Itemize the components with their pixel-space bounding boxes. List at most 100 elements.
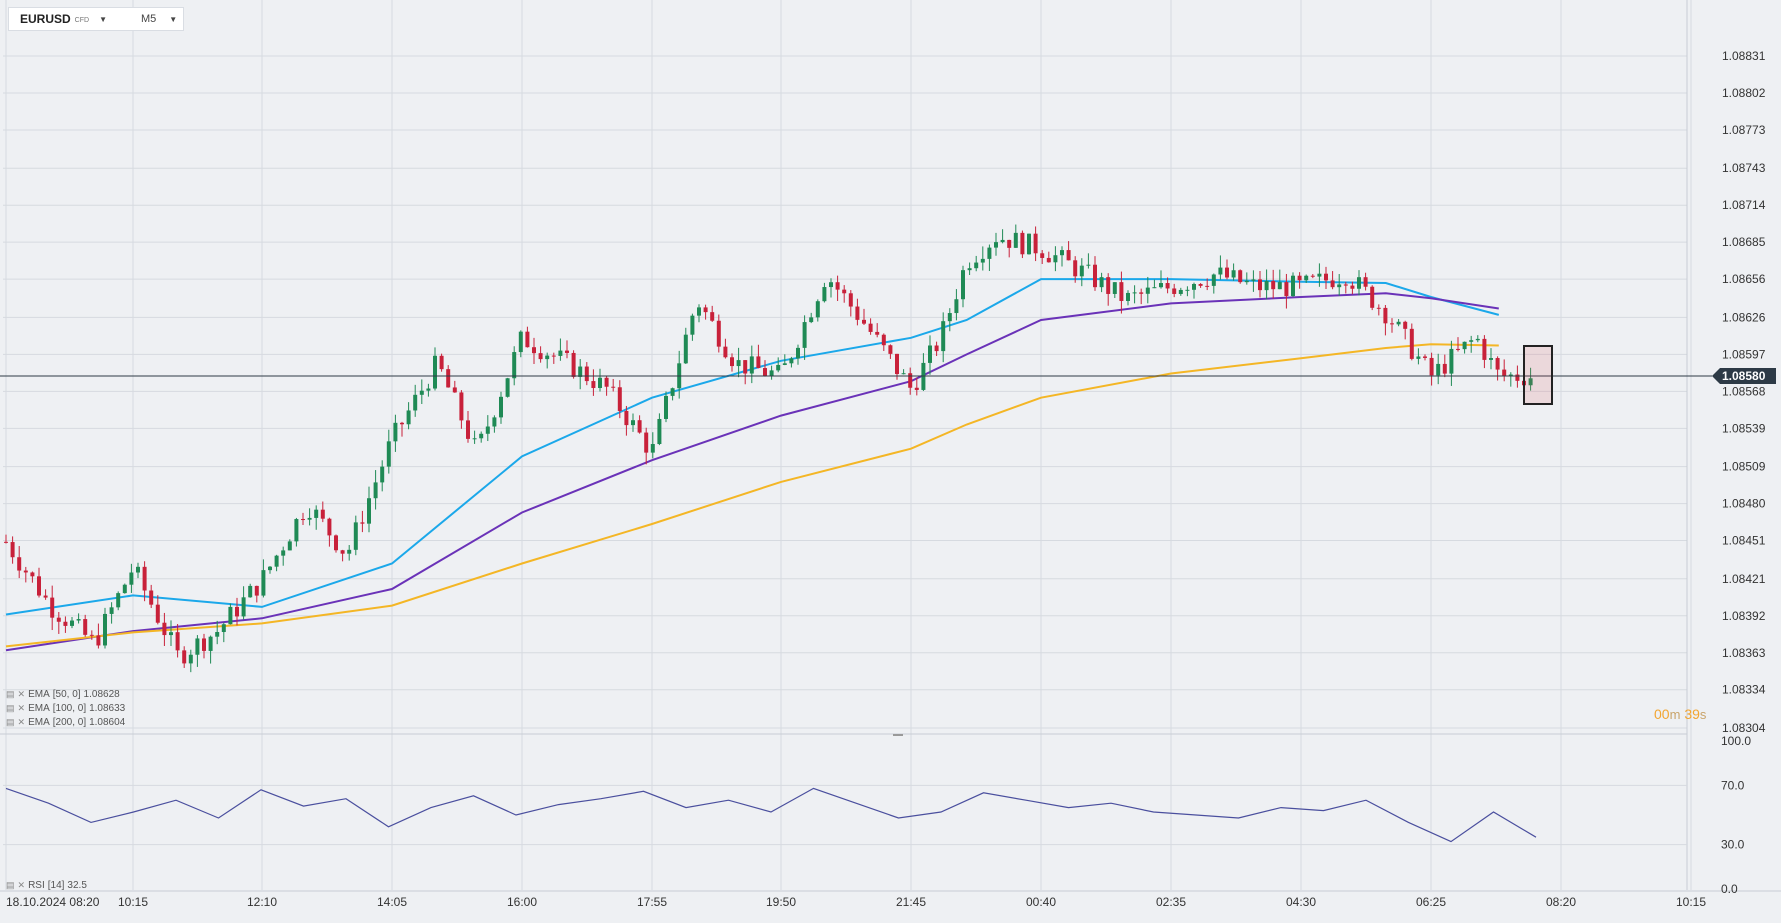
timeframe-label[interactable]: M5 bbox=[140, 13, 157, 25]
candle-body bbox=[195, 638, 200, 655]
timeframe-dropdown-icon[interactable]: ▼ bbox=[169, 14, 178, 24]
candle-body bbox=[743, 360, 748, 374]
candle-body bbox=[142, 566, 147, 591]
timer-min-unit: m bbox=[1669, 707, 1681, 722]
candle-body bbox=[452, 387, 457, 393]
candle-body bbox=[1033, 233, 1038, 254]
candle-body bbox=[96, 635, 101, 646]
candle-body bbox=[1132, 292, 1137, 294]
settings-icon[interactable]: ▤ bbox=[6, 702, 15, 713]
candle-body bbox=[637, 420, 642, 433]
candle-body bbox=[796, 347, 800, 359]
candle-body bbox=[657, 418, 662, 445]
candle-body bbox=[1343, 284, 1348, 286]
candle-body bbox=[175, 632, 180, 651]
candle-body bbox=[888, 345, 893, 354]
candle-body bbox=[1152, 287, 1157, 289]
price-tick-label: 1.08568 bbox=[1722, 384, 1766, 398]
candle-body bbox=[1291, 275, 1295, 297]
candle-body bbox=[1172, 288, 1177, 294]
candle-body bbox=[182, 650, 187, 664]
candle-body bbox=[281, 550, 286, 556]
candle-body bbox=[875, 331, 880, 335]
symbol-selector[interactable]: EURUSD CFD ▼ M5 ▼ bbox=[8, 7, 184, 31]
price-tick-label: 1.08392 bbox=[1722, 609, 1766, 623]
candle-layer bbox=[4, 224, 1533, 673]
price-tick-label: 1.08626 bbox=[1722, 310, 1766, 324]
candle-body bbox=[136, 566, 140, 573]
candle-body bbox=[1231, 270, 1236, 278]
candle-body bbox=[17, 557, 22, 571]
candle-body bbox=[1027, 233, 1031, 255]
candle-body bbox=[89, 634, 94, 636]
indicator-legend-ema100[interactable]: ▤ ✕ EMA [100, 0] 1.08633 bbox=[6, 702, 125, 714]
close-icon[interactable]: ✕ bbox=[17, 879, 26, 890]
candle-body bbox=[261, 570, 266, 596]
candle-body bbox=[914, 387, 919, 390]
candle-body bbox=[1416, 356, 1421, 359]
candle-body bbox=[367, 498, 371, 524]
price-tick-label: 1.08743 bbox=[1722, 161, 1766, 175]
settings-icon[interactable]: ▤ bbox=[6, 716, 15, 727]
candle-body bbox=[855, 306, 860, 320]
timer-seconds: 39 bbox=[1684, 706, 1700, 722]
indicator-legend-ema50[interactable]: ▤ ✕ EMA [50, 0] 1.08628 bbox=[6, 688, 120, 700]
candle-body bbox=[1462, 341, 1467, 350]
candle-body bbox=[1310, 275, 1315, 277]
candle-body bbox=[1020, 232, 1025, 255]
indicator-params: [100, 0] bbox=[52, 702, 87, 714]
candle-body bbox=[307, 517, 312, 520]
candle-body bbox=[967, 268, 972, 271]
candle-body bbox=[122, 584, 127, 594]
indicator-value: 1.08633 bbox=[89, 702, 126, 714]
candle-body bbox=[1106, 277, 1111, 294]
candle-body bbox=[56, 617, 61, 622]
candle-body bbox=[769, 370, 774, 376]
candle-body bbox=[1205, 285, 1210, 287]
candle-body bbox=[254, 585, 259, 596]
candle-body bbox=[776, 364, 781, 371]
candle-body bbox=[723, 346, 728, 358]
settings-icon[interactable]: ▤ bbox=[6, 688, 15, 699]
close-icon[interactable]: ✕ bbox=[17, 688, 26, 699]
candle-body bbox=[1409, 328, 1414, 359]
candle-body bbox=[1330, 280, 1335, 288]
candle-body bbox=[670, 388, 675, 396]
current-price-label: 1.08580 bbox=[1722, 369, 1766, 383]
candle-body bbox=[1363, 277, 1368, 287]
time-tick-label: 06:25 bbox=[1416, 895, 1446, 909]
candle-body bbox=[1086, 264, 1091, 266]
candle-body bbox=[1040, 253, 1045, 258]
candle-body bbox=[868, 323, 873, 332]
candle-body bbox=[1456, 348, 1460, 350]
symbol-name[interactable]: EURUSD bbox=[20, 12, 71, 26]
candle-body bbox=[1060, 250, 1064, 256]
candle-body bbox=[1350, 285, 1355, 289]
indicator-legend-ema200[interactable]: ▤ ✕ EMA [200, 0] 1.08604 bbox=[6, 716, 125, 728]
rsi-line bbox=[5, 787, 1537, 843]
indicator-label: EMA bbox=[28, 702, 50, 714]
close-icon[interactable]: ✕ bbox=[17, 702, 26, 713]
candle-body bbox=[908, 373, 913, 388]
candle-body bbox=[1238, 270, 1243, 283]
candle-body bbox=[928, 345, 932, 363]
settings-icon[interactable]: ▤ bbox=[6, 879, 15, 890]
candle-body bbox=[419, 390, 424, 395]
candle-body bbox=[730, 357, 734, 367]
candle-body bbox=[802, 322, 807, 348]
candle-body bbox=[512, 352, 517, 379]
candle-body bbox=[1495, 358, 1500, 370]
candle-body bbox=[598, 377, 602, 389]
indicator-legend-rsi[interactable]: ▤ ✕ RSI [14] 32.5 bbox=[6, 879, 87, 891]
rsi-tick-label: 70.0 bbox=[1721, 778, 1745, 792]
close-icon[interactable]: ✕ bbox=[17, 716, 26, 727]
candle-body bbox=[1013, 232, 1018, 248]
candle-body bbox=[1482, 338, 1487, 360]
candle-body bbox=[1337, 284, 1342, 288]
symbol-dropdown-icon[interactable]: ▼ bbox=[99, 14, 107, 24]
candle-body bbox=[1225, 267, 1229, 278]
candle-body bbox=[835, 282, 840, 290]
